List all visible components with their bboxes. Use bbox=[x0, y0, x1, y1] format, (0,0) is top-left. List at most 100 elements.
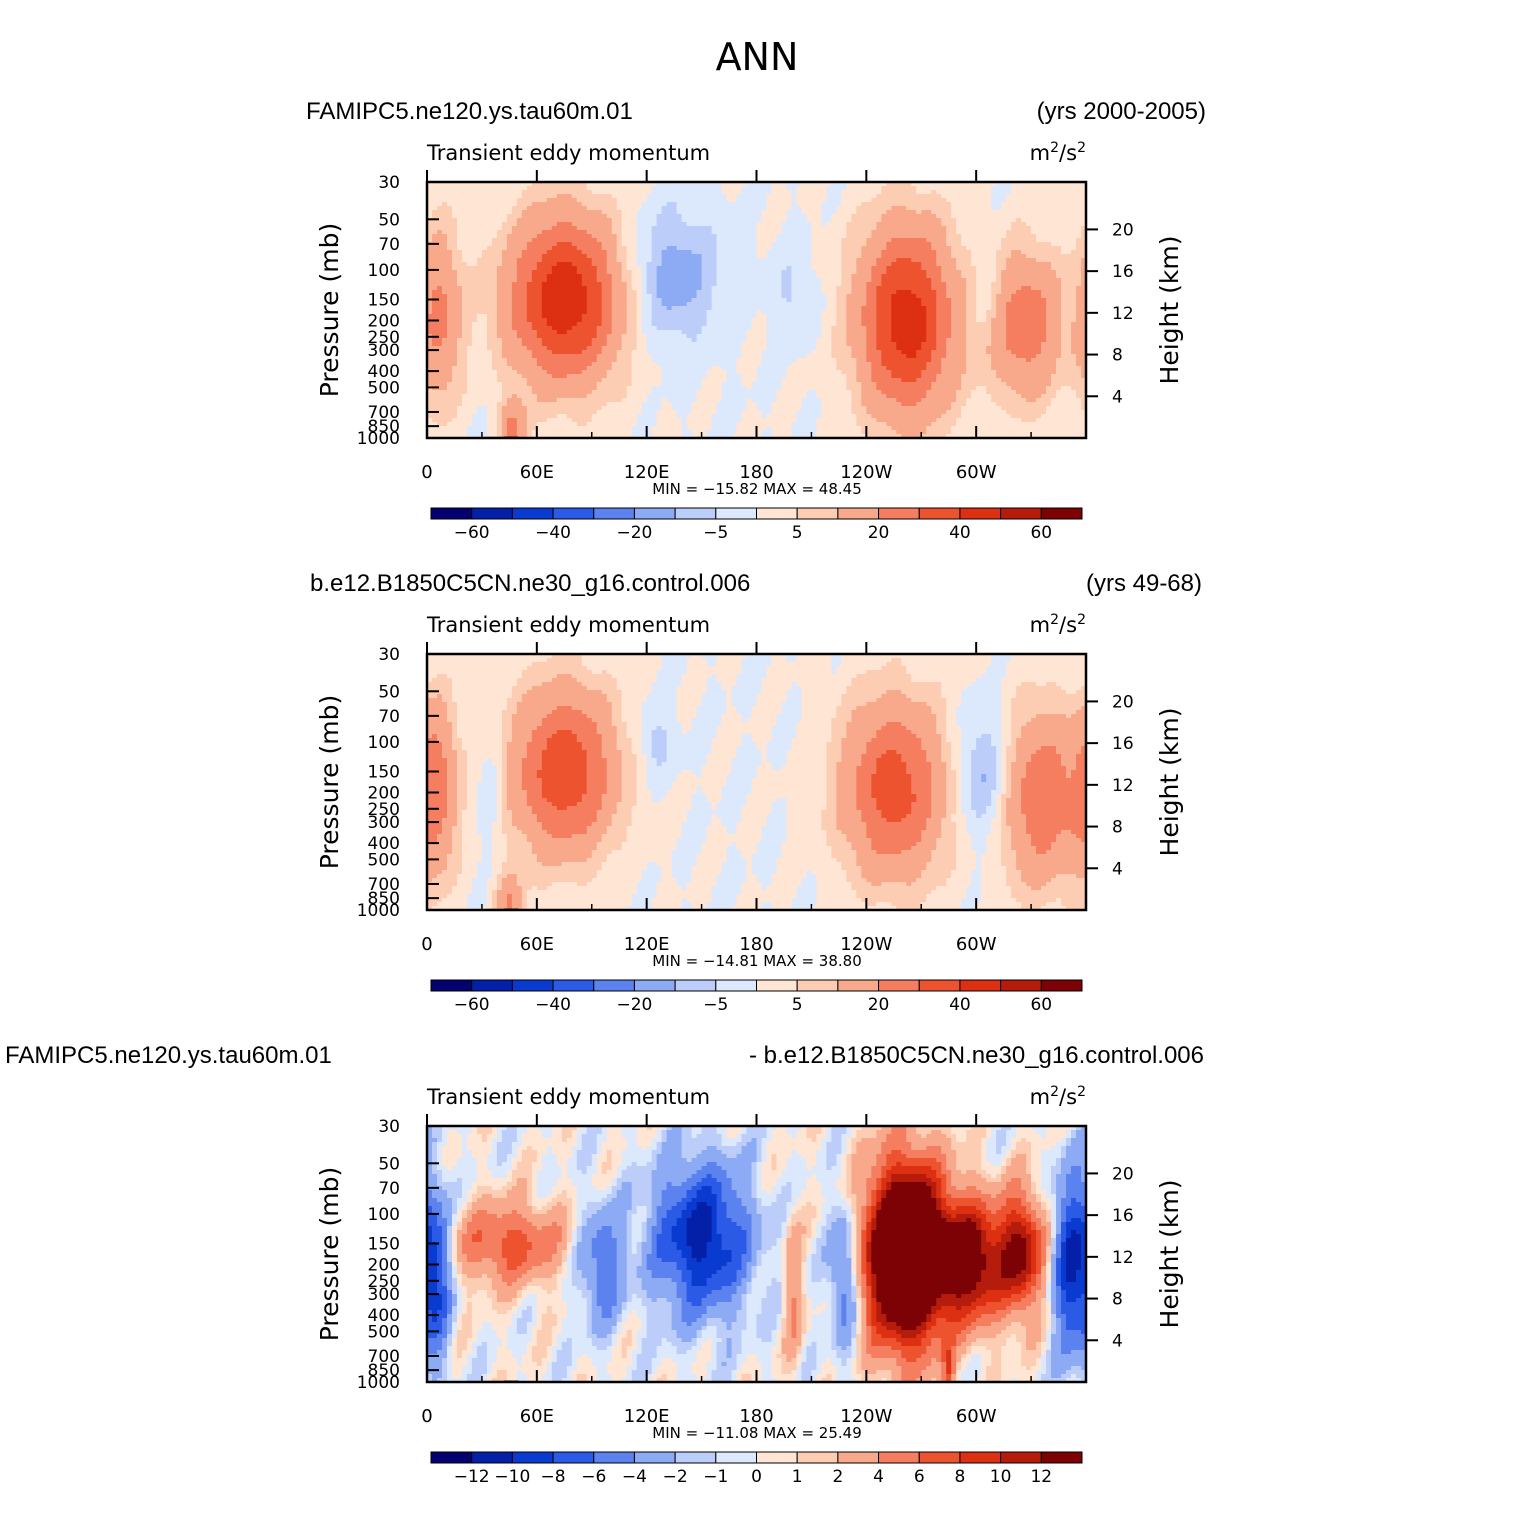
contour-cell bbox=[471, 182, 478, 187]
contour-cell bbox=[991, 310, 997, 315]
contour-cell bbox=[911, 254, 917, 259]
contour-cell bbox=[491, 218, 498, 223]
contour-cell bbox=[786, 310, 793, 315]
contour-cell bbox=[606, 246, 613, 251]
contour-cell bbox=[946, 230, 952, 235]
contour-cell bbox=[966, 286, 972, 291]
contour-cell bbox=[1076, 306, 1082, 311]
contour-cell bbox=[696, 306, 703, 311]
contour-cell bbox=[711, 190, 718, 195]
contour-cell bbox=[681, 186, 688, 191]
contour-cell bbox=[686, 302, 693, 307]
contour-cell bbox=[661, 210, 668, 215]
contour-cell bbox=[696, 190, 703, 195]
contour-cell bbox=[651, 274, 658, 279]
contour-cell bbox=[606, 190, 613, 195]
contour-cell bbox=[666, 310, 673, 315]
contour-cell bbox=[526, 290, 533, 295]
contour-cell bbox=[816, 314, 822, 319]
contour-cell bbox=[646, 274, 653, 279]
contour-cell bbox=[991, 234, 997, 239]
contour-cell bbox=[971, 298, 977, 303]
contour-cell bbox=[656, 258, 663, 263]
contour-cell bbox=[436, 230, 443, 235]
contour-cell bbox=[626, 266, 633, 271]
contour-cell bbox=[926, 326, 932, 331]
contour-cell bbox=[861, 298, 867, 303]
contour-cell bbox=[626, 186, 633, 191]
contour-cell bbox=[576, 210, 583, 215]
contour-cell bbox=[691, 318, 698, 323]
contour-cell bbox=[861, 322, 867, 327]
contour-cell bbox=[676, 230, 683, 235]
contour-cell bbox=[771, 310, 778, 315]
contour-cell bbox=[781, 254, 788, 259]
contour-cell bbox=[451, 182, 458, 187]
contour-cell bbox=[746, 230, 753, 235]
contour-cell bbox=[921, 306, 927, 311]
contour-cell bbox=[456, 230, 463, 235]
contour-cell bbox=[841, 206, 847, 211]
contour-cell bbox=[841, 286, 847, 291]
contour-cell bbox=[926, 186, 932, 191]
contour-cell bbox=[871, 206, 877, 211]
contour-cell bbox=[1021, 282, 1027, 287]
contour-cell bbox=[676, 290, 683, 295]
contour-cell bbox=[596, 306, 603, 311]
contour-cell bbox=[821, 310, 827, 315]
contour-cell bbox=[706, 214, 713, 219]
contour-cell bbox=[1036, 202, 1042, 207]
contour-cell bbox=[1026, 218, 1032, 223]
contour-cell bbox=[486, 222, 493, 227]
contour-cell bbox=[456, 186, 463, 191]
contour-cell bbox=[761, 226, 768, 231]
contour-cell bbox=[671, 218, 678, 223]
contour-cell bbox=[436, 194, 443, 199]
contour-cell bbox=[786, 194, 793, 199]
contour-cell bbox=[831, 322, 837, 327]
contour-cell bbox=[551, 226, 558, 231]
contour-cell bbox=[641, 282, 648, 287]
contour-cell bbox=[946, 274, 952, 279]
contour-cell bbox=[786, 258, 793, 263]
contour-cell bbox=[776, 186, 783, 191]
contour-cell bbox=[751, 202, 758, 207]
contour-cell bbox=[936, 214, 942, 219]
contour-cell bbox=[566, 254, 573, 259]
contour-cell bbox=[776, 218, 783, 223]
contour-cell bbox=[1016, 310, 1022, 315]
contour-cell bbox=[431, 190, 438, 195]
contour-cell bbox=[831, 290, 837, 295]
contour-cell bbox=[976, 194, 982, 199]
contour-cell bbox=[891, 254, 897, 259]
contour-cell bbox=[696, 326, 703, 331]
contour-cell bbox=[601, 294, 608, 299]
contour-cell bbox=[546, 326, 553, 331]
contour-cell bbox=[716, 182, 723, 187]
contour-cell bbox=[506, 294, 513, 299]
contour-cell bbox=[1051, 266, 1057, 271]
contour-cell bbox=[681, 190, 688, 195]
contour-cell bbox=[771, 210, 778, 215]
contour-cell bbox=[1041, 266, 1047, 271]
contour-cell bbox=[911, 290, 917, 295]
contour-cell bbox=[596, 282, 603, 287]
contour-cell bbox=[871, 330, 877, 335]
contour-cell bbox=[961, 266, 967, 271]
contour-cell bbox=[526, 322, 533, 327]
contour-cell bbox=[801, 314, 808, 319]
contour-cell bbox=[936, 206, 942, 211]
contour-cell bbox=[896, 194, 902, 199]
contour-cell bbox=[451, 194, 458, 199]
contour-cell bbox=[551, 222, 558, 227]
contour-cell bbox=[986, 278, 992, 283]
contour-cell bbox=[826, 306, 832, 311]
contour-cell bbox=[581, 330, 588, 335]
contour-cell bbox=[506, 218, 513, 223]
contour-cell bbox=[1051, 242, 1057, 247]
contour-cell bbox=[766, 258, 773, 263]
contour-cell bbox=[741, 238, 748, 243]
contour-cell bbox=[1026, 190, 1032, 195]
contour-cell bbox=[606, 250, 613, 255]
contour-cell bbox=[956, 330, 962, 335]
